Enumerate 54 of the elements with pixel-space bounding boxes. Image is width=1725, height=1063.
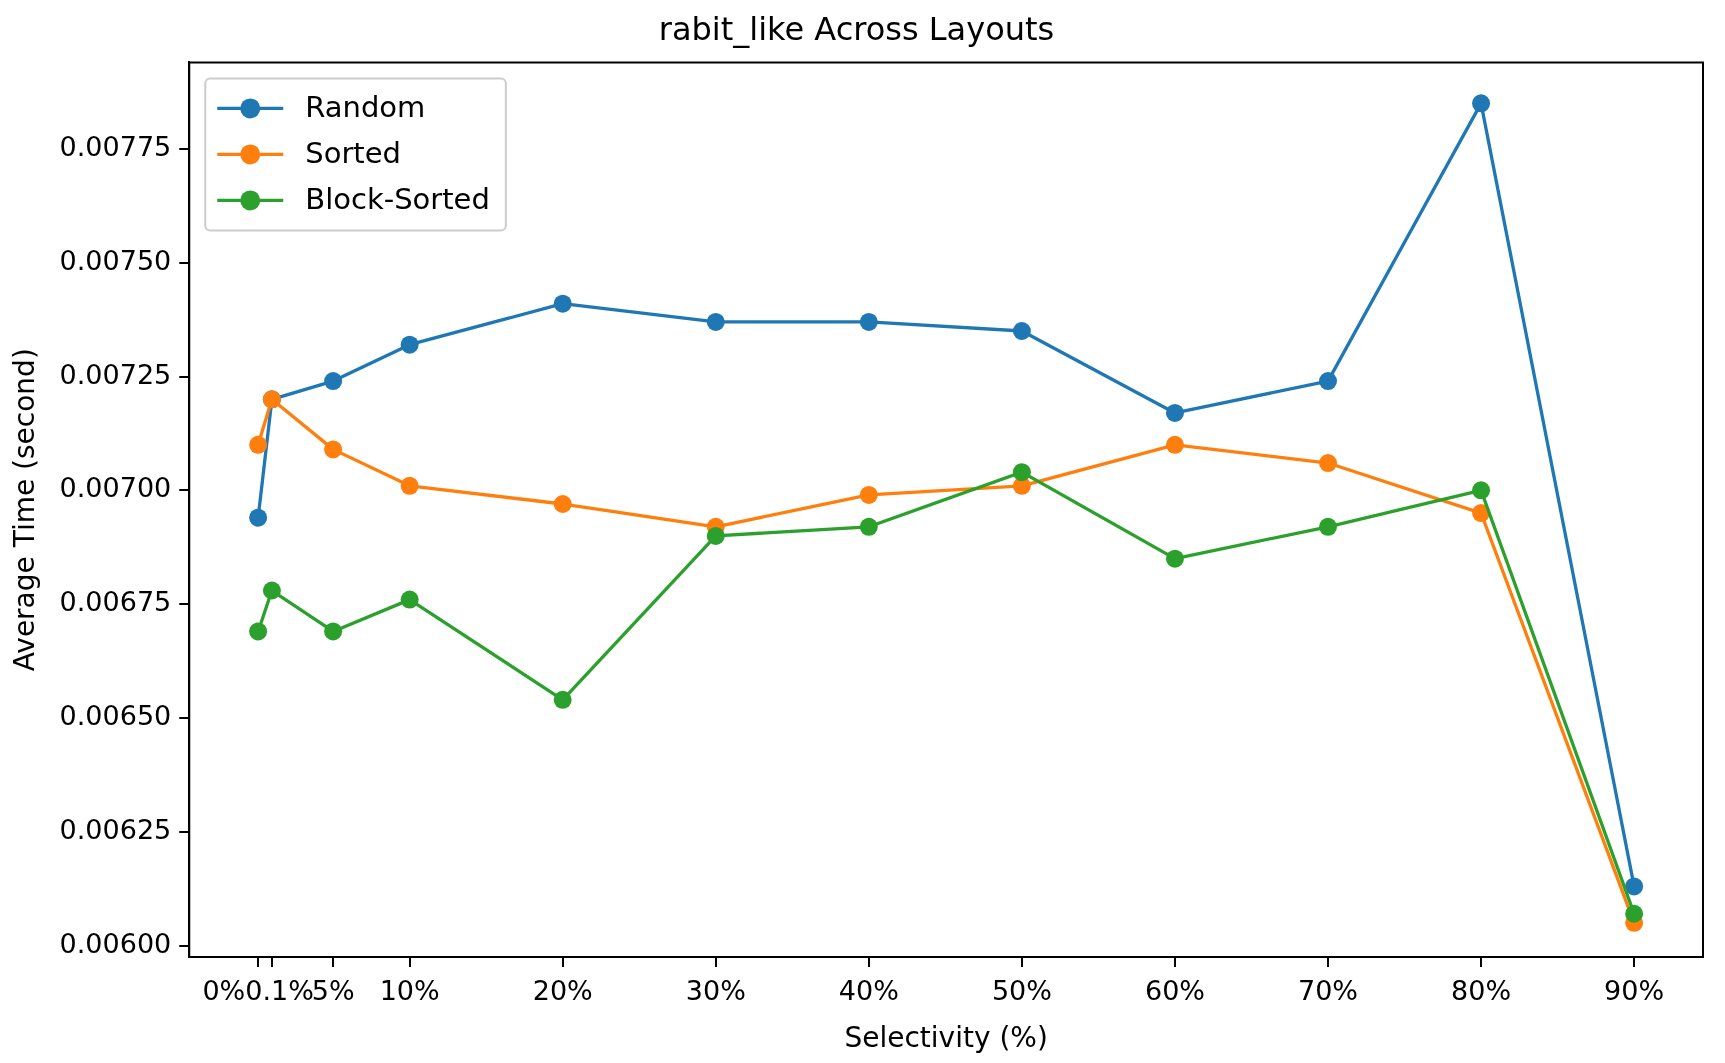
y-tick-label: 0.00600 <box>59 927 172 959</box>
point <box>859 517 878 536</box>
legend-label: Random <box>305 89 426 124</box>
point <box>1472 481 1491 500</box>
point <box>324 372 343 391</box>
x-tick-label: 60% <box>1144 975 1205 1007</box>
x-tick-label: 30% <box>685 975 746 1007</box>
point <box>706 312 725 331</box>
point <box>553 495 572 514</box>
x-tick-label: 70% <box>1298 975 1359 1007</box>
point <box>553 690 572 709</box>
x-tick-label: 20% <box>532 975 593 1007</box>
point <box>553 294 572 313</box>
point <box>1165 549 1184 568</box>
legend-label: Block-Sorted <box>305 181 490 216</box>
point <box>400 476 419 495</box>
y-tick-label: 0.00650 <box>59 700 172 731</box>
x-tick-label: 90% <box>1604 975 1665 1007</box>
x-tick-label: 50% <box>991 975 1052 1007</box>
point <box>1319 372 1338 391</box>
point <box>400 335 419 354</box>
x-tick-label: 80% <box>1451 975 1512 1007</box>
chart-title: rabit_like Across Layouts <box>658 9 1055 48</box>
point <box>1012 463 1031 482</box>
point <box>1472 94 1491 113</box>
y-tick-label: 0.00750 <box>59 244 172 276</box>
point <box>1625 877 1644 896</box>
x-tick-label: 10% <box>379 975 440 1007</box>
point <box>1165 435 1184 454</box>
point <box>1319 517 1338 536</box>
point <box>249 508 268 527</box>
point <box>249 622 268 641</box>
x-axis-title: Selectivity (%) <box>844 1021 1048 1055</box>
legend-label: Sorted <box>305 135 401 170</box>
point <box>324 622 343 641</box>
y-tick-label: 0.00675 <box>59 586 172 618</box>
point <box>1319 454 1338 473</box>
point <box>400 590 419 609</box>
y-tick-label: 0.00700 <box>59 472 172 504</box>
point <box>1165 403 1184 422</box>
y-tick-label: 0.00775 <box>59 130 172 162</box>
x-tick-label: 0%0.1% <box>202 975 314 1007</box>
point <box>1012 322 1031 341</box>
point <box>249 435 268 454</box>
point <box>706 526 725 545</box>
y-tick-label: 0.00625 <box>59 813 172 845</box>
point <box>324 440 343 459</box>
y-tick-label: 0.00725 <box>59 358 172 390</box>
y-axis-title: Average Time (second) <box>8 348 42 672</box>
point <box>262 581 281 600</box>
point <box>859 312 878 331</box>
x-tick-label: 40% <box>838 975 899 1007</box>
point <box>1625 904 1644 923</box>
point <box>859 485 878 504</box>
